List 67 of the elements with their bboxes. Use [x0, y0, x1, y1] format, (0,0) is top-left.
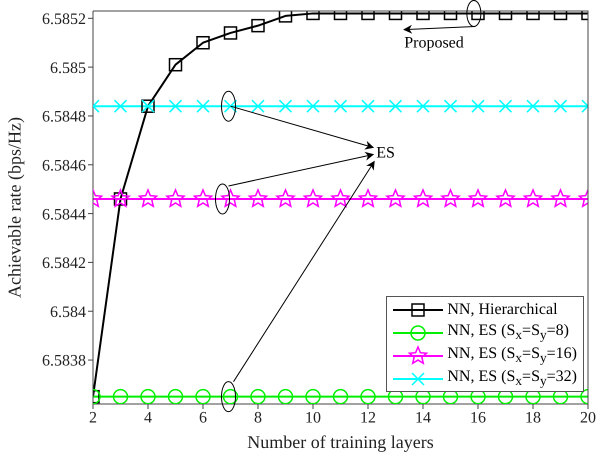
point	[496, 189, 515, 207]
x-tick-label: 10	[305, 409, 321, 426]
point	[526, 99, 540, 113]
point	[416, 99, 430, 113]
point	[224, 26, 238, 40]
y-tick-label: 6.584	[50, 304, 86, 321]
point	[498, 99, 512, 113]
point	[360, 388, 376, 404]
point	[551, 189, 570, 207]
point	[414, 189, 432, 207]
point	[278, 11, 292, 23]
point	[278, 388, 294, 404]
point	[168, 388, 184, 404]
point	[306, 99, 320, 113]
annotation: ES	[376, 144, 395, 162]
legend-label: NN, ES (S$_{x}$=S$_{y}$=32)	[447, 368, 577, 390]
x-tick-label: 2	[89, 409, 97, 426]
point	[471, 99, 485, 113]
point	[114, 99, 128, 113]
legend-label: NN, ES (S$_{x}$=S$_{y}$=16)	[447, 344, 577, 366]
x-tick-label: 4	[144, 409, 152, 426]
point	[251, 99, 265, 113]
point	[361, 99, 375, 113]
y-tick-label: 6.5852	[42, 11, 86, 28]
point	[222, 388, 238, 404]
point	[168, 99, 182, 113]
legend-label: NN, ES (S$_{x}$=S$_{y}$=8)	[447, 322, 569, 344]
point	[250, 388, 266, 404]
point	[168, 58, 182, 72]
y-tick-label: 6.585	[50, 60, 86, 77]
point	[196, 99, 210, 113]
point	[386, 189, 405, 207]
point	[524, 189, 542, 207]
y-tick-label: 6.5842	[42, 255, 86, 272]
point	[444, 99, 458, 113]
x-tick-label: 20	[580, 409, 596, 426]
point	[112, 388, 128, 404]
point	[554, 99, 568, 113]
point	[441, 189, 460, 207]
x-tick-label: 12	[360, 409, 376, 426]
annotation: Proposed	[404, 34, 464, 52]
point	[195, 388, 211, 404]
point	[111, 189, 130, 207]
point	[334, 99, 348, 113]
point	[278, 99, 292, 113]
y-tick-label: 6.5846	[42, 157, 86, 174]
point	[388, 99, 402, 113]
x-tick-label: 6	[199, 409, 207, 426]
legend-label: NN, Hierarchical	[447, 300, 558, 318]
point	[138, 189, 158, 207]
y-tick-label: 6.5838	[42, 352, 86, 370]
x-tick-label: 16	[470, 409, 486, 426]
point	[251, 18, 265, 32]
y-tick-label: 6.5844	[42, 206, 86, 224]
x-tick-label: 18	[525, 409, 541, 426]
x-tick-label: 14	[415, 409, 431, 426]
point	[196, 36, 210, 50]
point	[166, 189, 185, 207]
y-tick-label: 6.5848	[42, 108, 86, 126]
x-tick-label: 8	[254, 409, 262, 426]
point	[140, 388, 156, 404]
point	[332, 388, 348, 404]
y-axis-title: Achievable rate (bps/Hz)	[4, 117, 24, 298]
point	[194, 189, 212, 207]
point	[305, 388, 321, 404]
x-axis-title: Number of training layers	[247, 432, 434, 452]
point	[468, 189, 488, 207]
